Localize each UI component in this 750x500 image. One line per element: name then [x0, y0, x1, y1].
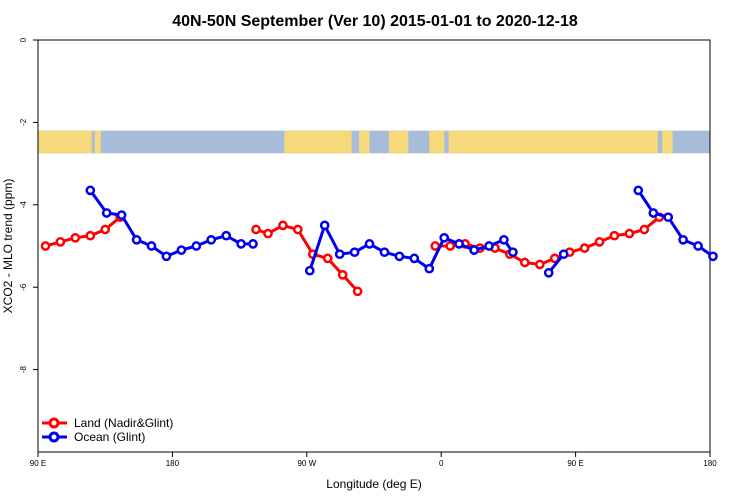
y-tick-label: -2 [19, 118, 28, 126]
data-point-land [40, 241, 51, 251]
data-point-land [579, 243, 590, 253]
map-land-0 [38, 130, 92, 154]
data-point-land [278, 220, 288, 231]
legend-marker-ocean [48, 431, 60, 443]
data-point-ocean [236, 239, 246, 249]
data-point-land [337, 269, 348, 280]
data-point-land [624, 228, 635, 239]
data-point-ocean [558, 249, 569, 260]
data-point-land [534, 259, 545, 270]
data-point-ocean [161, 251, 172, 262]
x-tick-label: 90 W [297, 459, 316, 468]
world-map-strip [38, 130, 710, 154]
map-land-5 [429, 130, 445, 154]
data-point-land [549, 253, 560, 264]
data-point-land [100, 224, 111, 235]
data-point-ocean [469, 245, 479, 255]
data-point-land [594, 237, 605, 247]
data-point-ocean [304, 265, 315, 276]
data-point-ocean [176, 245, 187, 255]
data-point-ocean [101, 208, 112, 218]
x-tick-label: 90 E [567, 459, 583, 468]
y-tick-label: -6 [19, 283, 28, 291]
x-axis-label: Longitude (deg E) [326, 477, 421, 491]
series-layer [40, 185, 718, 297]
data-point-ocean [349, 247, 360, 258]
data-point-ocean [206, 234, 217, 245]
y-axis-label: XCO2 - MLO trend (ppm) [1, 179, 15, 314]
data-point-ocean [454, 239, 464, 249]
data-point-ocean [663, 212, 674, 223]
data-point-land [70, 232, 81, 243]
data-point-ocean [116, 210, 127, 220]
data-point-ocean [499, 234, 509, 245]
data-point-land [445, 241, 456, 251]
data-point-ocean [394, 251, 405, 262]
x-tick-label: 180 [703, 459, 717, 468]
x-tick-label: 180 [166, 459, 180, 468]
plot-frame [37, 39, 711, 453]
data-point-ocean [648, 208, 659, 218]
data-point-ocean [248, 239, 258, 249]
data-point-land [263, 228, 273, 239]
data-point-land [352, 286, 363, 297]
data-point-land [609, 230, 620, 241]
data-point-ocean [221, 230, 232, 241]
data-point-ocean [191, 241, 202, 251]
map-land-8 [662, 130, 673, 154]
map-land-6 [448, 130, 591, 154]
legend-marker-land [48, 417, 60, 429]
data-point-ocean [708, 251, 718, 262]
data-point-ocean [85, 185, 96, 196]
data-point-land [519, 257, 530, 268]
data-point-ocean [334, 249, 345, 260]
series-line-ocean [308, 223, 515, 272]
map-land-4 [388, 130, 409, 154]
map-land-7 [590, 130, 658, 154]
data-point-ocean [678, 234, 688, 245]
data-point-ocean [543, 267, 554, 278]
legend: Land (Nadir&Glint) Ocean (Glint) [42, 416, 173, 444]
data-point-ocean [508, 247, 518, 258]
x-tick-label: 90 E [30, 459, 46, 468]
y-tick-label: 0 [19, 37, 28, 42]
map-land-3 [359, 130, 370, 154]
map-land-2 [284, 130, 352, 154]
data-point-ocean [633, 185, 644, 196]
chart-title: 40N-50N September (Ver 10) 2015-01-01 to… [172, 13, 578, 30]
data-point-ocean [379, 247, 390, 258]
data-point-ocean [484, 241, 494, 251]
data-point-ocean [439, 232, 450, 243]
data-point-ocean [424, 263, 435, 274]
data-point-land [292, 224, 303, 235]
legend-label-ocean: Ocean (Glint) [74, 430, 145, 444]
x-axis: 90 E 180 90 W 0 90 E 180 [30, 452, 717, 468]
y-tick-label: -8 [19, 365, 28, 373]
data-point-ocean [131, 234, 142, 245]
data-point-land [639, 224, 650, 235]
data-point-ocean [146, 241, 157, 251]
data-point-land [85, 230, 96, 241]
data-point-land [322, 253, 333, 264]
legend-label-land: Land (Nadir&Glint) [74, 416, 173, 430]
data-point-ocean [319, 220, 330, 231]
map-land-1 [94, 130, 101, 154]
x-tick-label: 0 [439, 459, 444, 468]
data-point-land [55, 237, 66, 247]
data-point-land [251, 224, 261, 235]
data-point-ocean [693, 241, 703, 251]
y-axis: 0 -2 -4 -6 -8 [19, 37, 38, 373]
data-point-ocean [364, 239, 375, 249]
data-point-ocean [409, 253, 420, 264]
y-tick-label: -4 [19, 201, 28, 209]
